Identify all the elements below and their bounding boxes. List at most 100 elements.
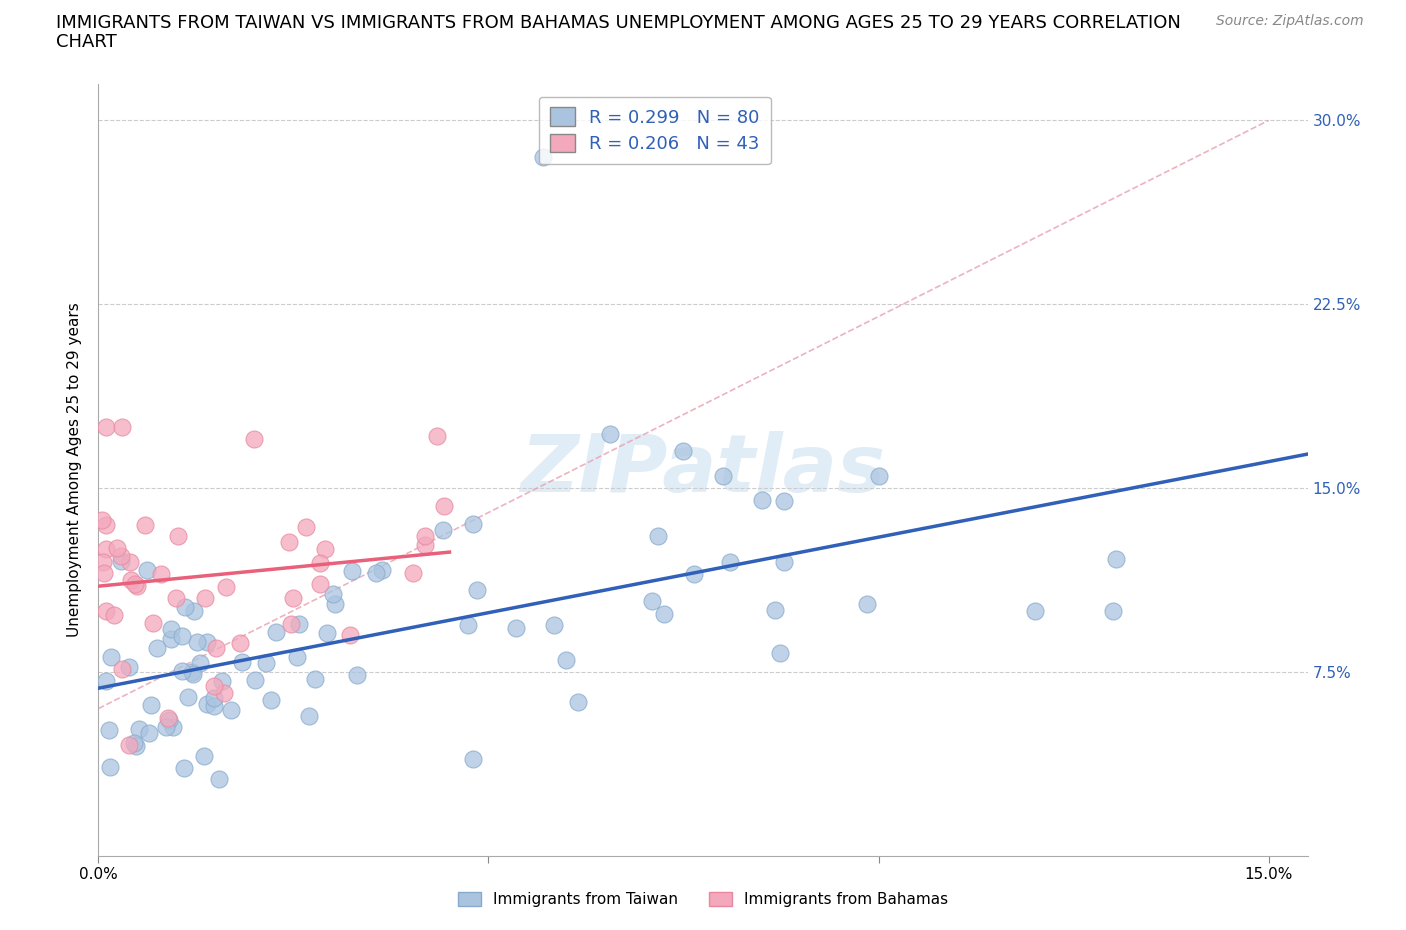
- Point: [457, 618, 479, 632]
- Point: [96, 673, 118, 688]
- Point: [432, 498, 454, 513]
- Point: [229, 636, 252, 651]
- Point: [134, 517, 156, 532]
- Point: [120, 573, 142, 588]
- Point: [315, 626, 337, 641]
- Point: [183, 604, 205, 618]
- Point: [110, 549, 132, 564]
- Point: [181, 665, 204, 680]
- Point: [165, 591, 187, 605]
- Point: [107, 540, 129, 555]
- Point: [751, 493, 773, 508]
- Point: [186, 635, 208, 650]
- Point: [159, 622, 181, 637]
- Point: [96, 604, 118, 618]
- Point: [308, 556, 330, 571]
- Point: [212, 685, 235, 700]
- Point: [128, 722, 150, 737]
- Point: [118, 554, 141, 569]
- Point: [177, 689, 200, 704]
- Point: [162, 720, 184, 735]
- Point: [195, 697, 218, 711]
- Point: [295, 520, 318, 535]
- Text: CHART: CHART: [56, 33, 117, 50]
- Point: [463, 517, 485, 532]
- Point: [110, 554, 132, 569]
- Point: [718, 554, 741, 569]
- Point: [93, 555, 115, 570]
- Point: [426, 429, 449, 444]
- Point: [170, 629, 193, 644]
- Point: [93, 565, 115, 580]
- Point: [1101, 604, 1123, 618]
- Point: [141, 698, 163, 712]
- Point: [195, 635, 218, 650]
- Text: IMMIGRANTS FROM TAIWAN VS IMMIGRANTS FROM BAHAMAS UNEMPLOYMENT AMONG AGES 25 TO : IMMIGRANTS FROM TAIWAN VS IMMIGRANTS FRO…: [56, 14, 1181, 32]
- Point: [1105, 551, 1128, 566]
- Point: [567, 695, 589, 710]
- Point: [193, 749, 215, 764]
- Point: [243, 432, 266, 446]
- Point: [763, 603, 786, 618]
- Point: [211, 674, 233, 689]
- Point: [98, 723, 121, 737]
- Point: [285, 649, 308, 664]
- Point: [288, 616, 311, 631]
- Point: [260, 693, 283, 708]
- Point: [672, 444, 695, 458]
- Legend: R = 0.299   N = 80, R = 0.206   N = 43: R = 0.299 N = 80, R = 0.206 N = 43: [538, 97, 770, 165]
- Point: [868, 469, 890, 484]
- Point: [769, 646, 792, 661]
- Point: [138, 725, 160, 740]
- Point: [118, 737, 141, 752]
- Point: [346, 668, 368, 683]
- Point: [280, 617, 302, 631]
- Point: [159, 712, 181, 727]
- Text: ZIPatlas: ZIPatlas: [520, 431, 886, 509]
- Point: [413, 538, 436, 552]
- Point: [96, 542, 118, 557]
- Point: [342, 564, 364, 578]
- Point: [125, 738, 148, 753]
- Point: [194, 591, 217, 605]
- Point: [173, 760, 195, 775]
- Point: [401, 565, 423, 580]
- Point: [309, 577, 332, 591]
- Point: [215, 579, 238, 594]
- Text: Source: ZipAtlas.com: Source: ZipAtlas.com: [1216, 14, 1364, 28]
- Point: [641, 593, 664, 608]
- Point: [174, 600, 197, 615]
- Point: [773, 554, 796, 569]
- Point: [188, 656, 211, 671]
- Point: [231, 655, 253, 670]
- Point: [543, 618, 565, 632]
- Point: [100, 649, 122, 664]
- Point: [599, 427, 621, 442]
- Point: [96, 517, 118, 532]
- Point: [254, 656, 277, 671]
- Point: [142, 616, 165, 631]
- Legend: Immigrants from Taiwan, Immigrants from Bahamas: Immigrants from Taiwan, Immigrants from …: [451, 885, 955, 913]
- Point: [111, 662, 134, 677]
- Point: [111, 419, 134, 434]
- Point: [202, 679, 225, 694]
- Point: [682, 566, 704, 581]
- Point: [146, 641, 169, 656]
- Point: [155, 720, 177, 735]
- Point: [413, 529, 436, 544]
- Point: [304, 671, 326, 686]
- Point: [136, 563, 159, 578]
- Point: [219, 703, 242, 718]
- Point: [202, 698, 225, 713]
- Point: [371, 563, 394, 578]
- Point: [205, 641, 228, 656]
- Point: [277, 535, 299, 550]
- Point: [245, 673, 267, 688]
- Point: [96, 419, 118, 434]
- Point: [156, 711, 179, 725]
- Point: [166, 528, 188, 543]
- Point: [118, 659, 141, 674]
- Y-axis label: Unemployment Among Ages 25 to 29 years: Unemployment Among Ages 25 to 29 years: [67, 302, 83, 637]
- Point: [264, 625, 287, 640]
- Point: [202, 690, 225, 705]
